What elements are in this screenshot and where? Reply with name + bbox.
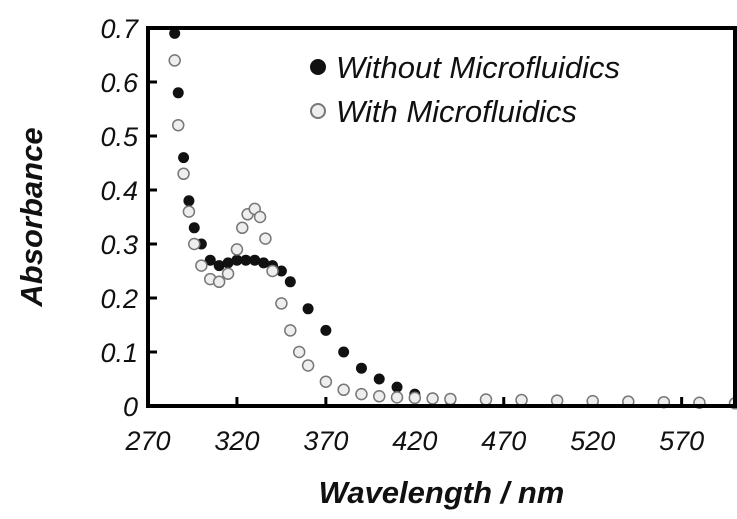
data-point — [259, 232, 272, 245]
data-point — [171, 118, 185, 132]
data-point — [178, 152, 190, 164]
plot-area — [168, 27, 737, 410]
data-point — [240, 254, 252, 266]
data-point — [177, 167, 190, 181]
data-point — [249, 254, 261, 266]
data-point — [168, 54, 181, 67]
data-point — [355, 362, 367, 374]
data-point — [188, 222, 200, 234]
y-tick-label: 0.5 — [100, 122, 139, 152]
y-tick-label: 0.2 — [100, 284, 138, 314]
data-point — [212, 275, 226, 289]
data-point — [187, 237, 201, 251]
data-point — [391, 381, 403, 393]
y-tick-label: 0.1 — [100, 338, 138, 368]
x-tick-label: 520 — [570, 426, 615, 456]
legend-marker-with-microfluidics — [310, 103, 326, 119]
data-point — [258, 257, 270, 269]
data-point — [169, 27, 181, 39]
y-axis-title: Absorbance — [14, 127, 49, 307]
x-axis-title: Wavelength / nm — [319, 475, 565, 510]
data-point — [320, 324, 332, 336]
legend-label-without-microfluidics: Without Microfluidics — [336, 50, 620, 85]
data-point — [183, 195, 195, 207]
data-point — [515, 393, 528, 407]
y-tick-label: 0.6 — [100, 68, 139, 98]
legend-marker-without-microfluidics — [310, 59, 326, 75]
x-tick-label: 570 — [659, 426, 704, 456]
x-tick-label: 370 — [303, 426, 348, 456]
data-point — [302, 303, 314, 315]
data-point — [372, 390, 386, 403]
data-point — [222, 257, 234, 269]
y-tick-label: 0.7 — [100, 14, 139, 44]
data-point — [275, 265, 287, 277]
data-point — [266, 264, 279, 278]
data-point — [230, 243, 244, 256]
data-point — [275, 297, 288, 310]
data-point — [284, 276, 296, 288]
data-point — [182, 205, 196, 218]
data-point — [253, 210, 267, 224]
data-point — [355, 387, 368, 401]
data-point — [373, 373, 385, 385]
data-point — [221, 267, 235, 280]
data-point — [479, 393, 493, 406]
x-tick-label: 420 — [392, 426, 437, 456]
data-point — [426, 392, 439, 405]
y-tick-label: 0.3 — [100, 230, 138, 260]
data-point — [236, 221, 249, 235]
data-point — [172, 87, 184, 99]
x-tick-label: 470 — [481, 426, 526, 456]
y-tick-label: 0 — [123, 392, 138, 422]
plot-frame — [146, 26, 737, 408]
data-point — [337, 383, 350, 397]
data-point — [231, 254, 243, 266]
data-point — [390, 391, 404, 404]
data-point — [408, 391, 422, 405]
data-point — [444, 392, 457, 406]
data-point — [213, 260, 225, 272]
data-point — [338, 346, 350, 358]
legend: Without Microfluidics With Microfluidics — [310, 50, 620, 129]
y-tick-label: 0.4 — [100, 176, 138, 206]
data-point — [284, 324, 297, 337]
data-point — [195, 259, 208, 272]
x-tick-label: 270 — [124, 426, 170, 456]
data-point — [319, 375, 333, 388]
legend-label-with-microfluidics: With Microfluidics — [336, 94, 577, 129]
data-point — [301, 359, 315, 372]
data-point — [204, 254, 216, 266]
x-tick-label: 320 — [214, 426, 259, 456]
data-point — [292, 345, 306, 359]
